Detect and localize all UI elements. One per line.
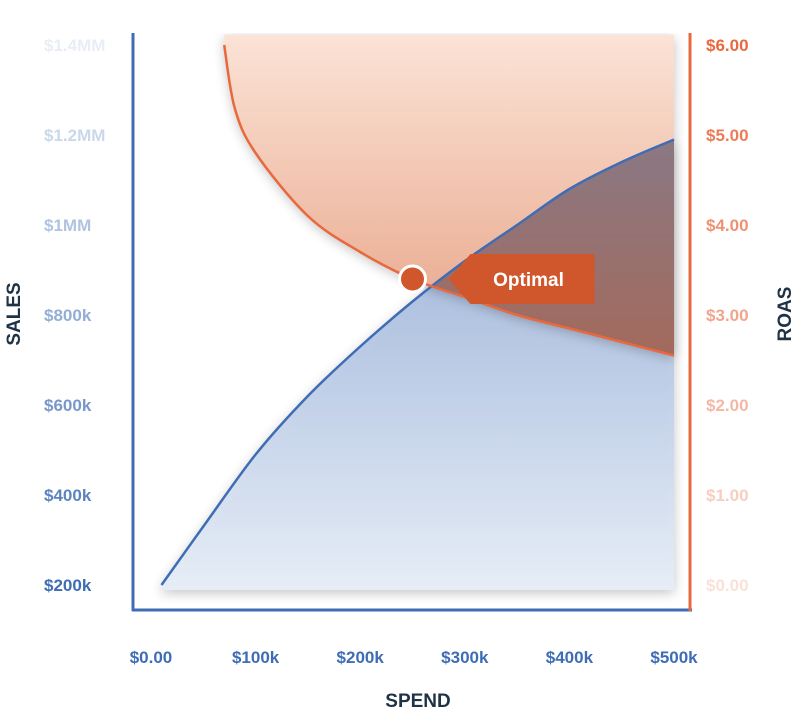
left-tick-label: $200k — [44, 576, 92, 595]
left-tick-label: $1.2MM — [44, 126, 105, 145]
left-tick-label: $1.4MM — [44, 36, 105, 55]
left-tick-label: $1MM — [44, 216, 91, 235]
right-tick-label: $5.00 — [706, 126, 749, 145]
optimal-callout-label: Optimal — [493, 270, 564, 291]
right-tick-label: $3.00 — [706, 306, 749, 325]
optimal-callout: Optimal — [398, 254, 595, 304]
left-tick-label: $400k — [44, 486, 92, 505]
left-tick-label: $800k — [44, 306, 92, 325]
left-tick-label: $600k — [44, 396, 92, 415]
x-axis-title: SPEND — [385, 691, 450, 712]
x-tick-label: $100k — [232, 648, 280, 667]
left-axis-title: SALES — [4, 282, 25, 345]
x-tick-label: $200k — [337, 648, 385, 667]
right-tick-label: $6.00 — [706, 36, 749, 55]
right-tick-label: $4.00 — [706, 216, 749, 235]
x-tick-label: $400k — [546, 648, 594, 667]
x-tick-label: $500k — [650, 648, 698, 667]
right-tick-label: $1.00 — [706, 486, 749, 505]
optimal-callout-tag — [448, 254, 595, 304]
optimal-point-marker — [398, 264, 427, 294]
x-tick-label: $300k — [441, 648, 489, 667]
sales-line — [160, 138, 675, 586]
right-tick-label: $0.00 — [706, 576, 749, 595]
right-tick-label: $2.00 — [706, 396, 749, 415]
x-tick-label: $0.00 — [130, 648, 173, 667]
right-axis-title: ROAS — [775, 287, 796, 342]
